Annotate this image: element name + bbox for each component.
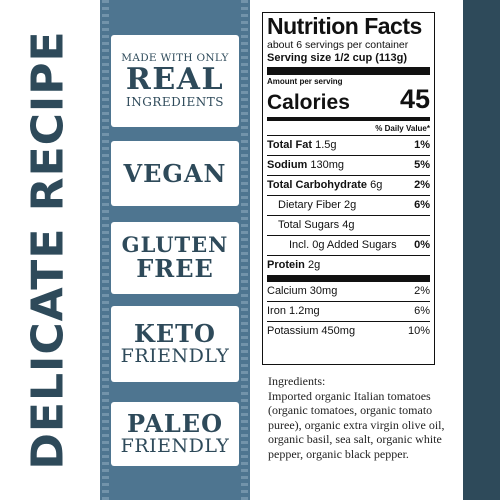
nutrient-pct: 0% (414, 239, 430, 251)
vitamin-label: Calcium (267, 285, 307, 297)
amount-per-serving: Amount per serving (267, 77, 343, 86)
vitamin-row-calcium: Calcium 30mg 2% (267, 282, 430, 301)
nutrient-row-sodium: Sodium 130mg 5% (267, 155, 430, 175)
nutrient-label: Sodium (267, 159, 308, 171)
badge-gluten-line2: FREE (136, 254, 214, 284)
side-title: DELICATE RECIPE (0, 0, 100, 500)
badge-real-bottom: INGREDIENTS (126, 94, 224, 109)
medium-divider (267, 117, 430, 121)
badge-gluten-line1: GLUTEN (121, 232, 229, 258)
nutrient-pct: 1% (414, 139, 430, 151)
serving-size: Serving size 1/2 cup (113g) (267, 52, 430, 65)
ingredients-heading: Ingredients: (268, 374, 326, 388)
calories-value: 45 (399, 84, 430, 114)
badge-paleo-main: PALEO (127, 409, 223, 439)
thick-divider (267, 275, 430, 282)
vitamin-label: Potassium (267, 325, 319, 337)
nutrient-row-total-sugars: Total Sugars 4g (267, 215, 430, 235)
nutrient-row-total-fat: Total Fat 1.5g 1% (267, 135, 430, 155)
vitamin-pct: 6% (414, 305, 430, 317)
nutrient-amount: 2g (344, 199, 357, 211)
vitamin-row-iron: Iron 1.2mg 6% (267, 301, 430, 321)
nutrient-label: Incl. 0g Added Sugars (289, 239, 397, 251)
nutrient-row-added-sugars: Incl. 0g Added Sugars 0% (267, 235, 430, 255)
ingredients-text: Imported organic Italian tomatoes (organ… (268, 388, 445, 461)
side-title-text: DELICATE RECIPE (22, 30, 74, 470)
vitamin-amount: 1.2mg (289, 305, 320, 317)
nutrient-amount: 4g (342, 219, 355, 231)
badge-keto-main: KETO (134, 319, 216, 349)
daily-value-header: % Daily Value* (375, 124, 430, 133)
nutrient-row-dietary-fiber: Dietary Fiber 2g 6% (267, 195, 430, 215)
badge-keto-sub: FRIENDLY (120, 344, 230, 367)
calories-label: Calories (267, 91, 350, 114)
nutrient-label: Total Carbohydrate (267, 179, 368, 191)
nutrition-facts-panel: Nutrition Facts about 6 servings per con… (262, 12, 435, 365)
nutrient-pct: 2% (414, 179, 430, 191)
vitamin-row-potassium: Potassium 450mg 10% (267, 321, 430, 341)
nutrient-amount: 2g (307, 259, 321, 271)
nutrient-row-total-carb: Total Carbohydrate 6g 2% (267, 175, 430, 195)
badge-vegan-main: VEGAN (123, 158, 227, 188)
badge-real-top: MADE WITH ONLY (121, 52, 229, 65)
serving-size-label: Serving size (267, 52, 332, 64)
nutrient-pct: 5% (414, 159, 430, 171)
nutrient-amount: 130mg (310, 159, 345, 171)
nutrient-row-protein: Protein 2g (267, 255, 430, 275)
vitamin-pct: 2% (414, 285, 430, 297)
vitamins-section: Calcium 30mg 2% Iron 1.2mg 6% Potassium … (267, 282, 430, 341)
claims-band: MADE WITH ONLY REAL INGREDIENTS VEGAN GL… (100, 0, 250, 500)
nutrient-amount: 6g (370, 179, 383, 191)
badge-paleo-friendly: PALEO FRIENDLY (111, 402, 239, 466)
ingredients-block: Ingredients: Imported organic Italian to… (268, 374, 454, 461)
nutrient-label: Protein (267, 259, 305, 271)
calories-row: Calories 45 (267, 84, 430, 115)
badge-real-main: REAL (125, 62, 225, 98)
serving-size-value: 1/2 cup (113g) (334, 52, 408, 64)
vitamin-amount: 30mg (309, 285, 338, 297)
servings-per-container: about 6 servings per container (267, 39, 409, 51)
vitamin-amount: 450mg (321, 325, 356, 337)
vitamin-label: Iron (267, 305, 286, 317)
thick-divider (267, 67, 430, 75)
badge-real-ingredients: MADE WITH ONLY REAL INGREDIENTS (111, 35, 239, 127)
badge-paleo-sub: FRIENDLY (120, 434, 230, 457)
badge-vegan: VEGAN (111, 141, 239, 206)
nutrient-label: Total Sugars (278, 219, 340, 231)
badge-keto-friendly: KETO FRIENDLY (111, 306, 239, 382)
nutrient-amount: 1.5g (315, 139, 337, 151)
right-edge-stripe (463, 0, 500, 500)
nutrient-pct: 6% (414, 199, 430, 211)
nutrition-title: Nutrition Facts (267, 13, 422, 39)
badge-gluten-free: GLUTEN FREE (111, 222, 239, 294)
nutrient-label: Total Fat (267, 139, 313, 151)
vitamin-pct: 10% (407, 325, 430, 337)
nutrient-label: Dietary Fiber (278, 199, 341, 211)
